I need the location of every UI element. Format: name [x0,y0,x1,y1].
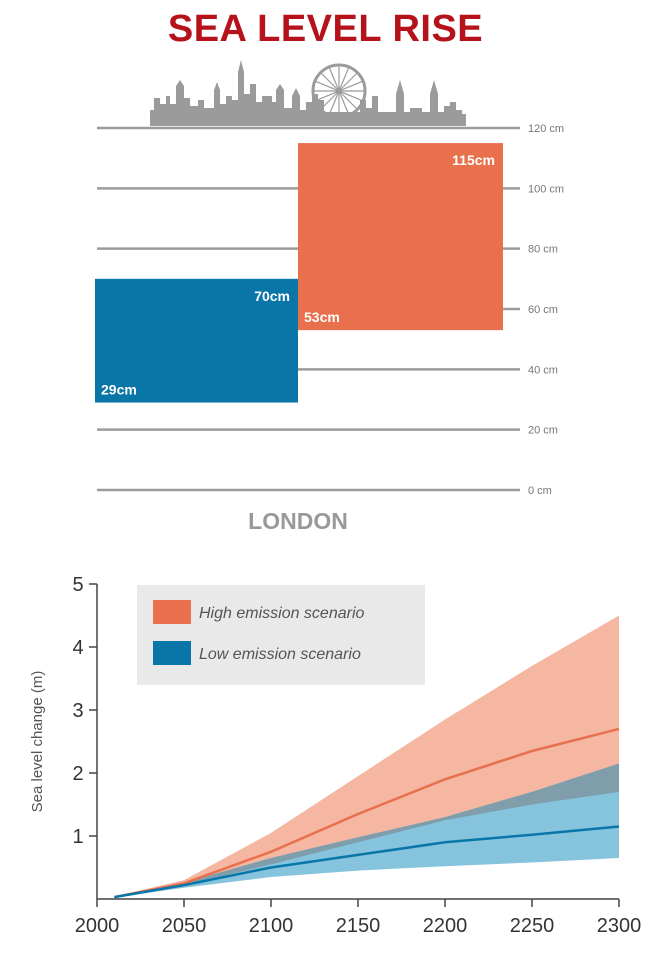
y-tick-label: 80 cm [528,244,558,256]
y-axis-label: Sea level change (m) [29,671,46,813]
y-tick-label: 20 cm [528,425,558,437]
london-skyline-icon [150,60,466,126]
wheel-spoke [314,80,364,102]
y-tick-label: 120 cm [528,123,564,135]
y-tick-label: 4 [72,637,83,659]
x-axis-label: LONDON [248,508,348,534]
x-tick-label: 2300 [597,915,642,937]
x-tick-label: 2100 [249,915,294,937]
x-tick-label: 2200 [423,915,468,937]
x-tick-label: 2000 [75,915,120,937]
high-scenario-line [114,727,620,899]
y-tick-label: 5 [72,574,83,596]
page-title: SEA LEVEL RISE [167,8,484,50]
y-tick-label: 3 [72,700,83,722]
range-bar-high [298,143,503,331]
x-tick-label: 2150 [336,915,381,937]
y-tick-label: 60 cm [528,304,558,316]
y-tick-label: 0 cm [528,485,552,497]
y-tick-label: 2 [72,763,83,785]
x-tick-label: 2250 [510,915,555,937]
x-tick-label: 2050 [162,915,207,937]
legend-swatch-high [153,600,191,624]
y-tick-label: 1 [72,826,83,848]
bar-low-label: 29cm [101,382,137,398]
y-tick-label: 40 cm [528,364,558,376]
legend-label-high: High emission scenario [199,605,365,622]
low-scenario-line [114,825,620,899]
legend-label-low: Low emission scenario [199,646,361,663]
bar-high-label: 70cm [254,288,290,304]
bar-low-label: 53cm [304,309,340,325]
bar-high-label: 115cm [452,152,495,168]
y-tick-label: 100 cm [528,183,564,195]
range-bar-low [95,278,298,403]
legend-swatch-low [153,641,191,665]
low-scenario-band [114,763,620,898]
